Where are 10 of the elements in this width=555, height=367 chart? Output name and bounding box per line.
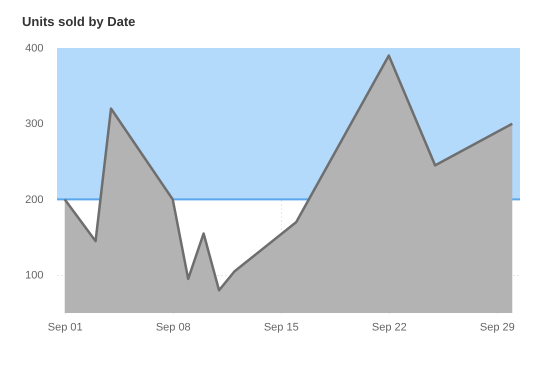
chart-title: Units sold by Date	[22, 14, 136, 29]
x-tick-label: Sep 08	[156, 322, 191, 334]
y-tick-label: 400	[25, 42, 44, 54]
y-tick-label: 100	[25, 270, 44, 282]
x-tick-label: Sep 15	[264, 322, 299, 334]
x-tick-label: Sep 22	[372, 322, 407, 334]
x-tick-label: Sep 29	[480, 322, 515, 334]
x-tick-label: Sep 01	[48, 322, 83, 334]
y-tick-label: 300	[25, 118, 44, 130]
y-tick-label: 200	[25, 194, 44, 206]
